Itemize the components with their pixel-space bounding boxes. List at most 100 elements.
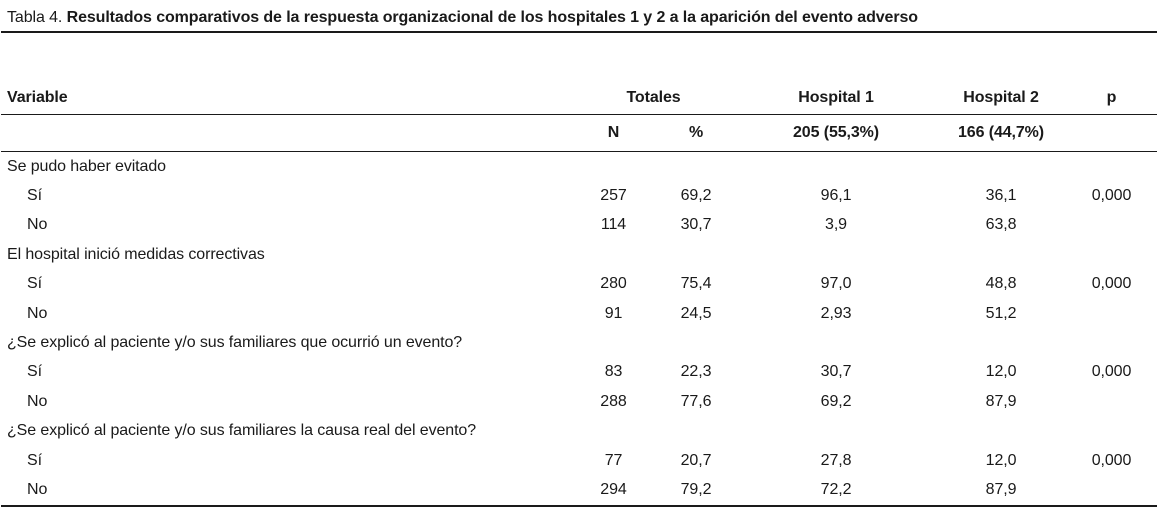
hospital2-cell [936,328,1066,357]
hospital2-cell: 36,1 [985,187,1017,205]
hospital2-cell: 51,2 [985,304,1017,322]
hospital1-cell: 2,93 [820,304,852,322]
subheader-pct: % [656,114,737,152]
group-label-cell: ¿Se explicó al paciente y/o sus familiar… [7,422,477,440]
subheader-empty [1,114,571,152]
table-caption-title: Resultados comparativos de la respuesta … [66,9,918,26]
table-caption: Tabla 4. Resultados comparativos de la r… [1,0,1157,33]
hospital1-cell: 96,1 [820,187,852,205]
pct-cell: 75,4 [680,275,712,293]
col-header-hospital2: Hospital 2 [936,33,1067,115]
hospital2-cell [936,240,1066,269]
hospital1-cell [736,152,936,182]
hospital1-cell: 72,2 [820,480,852,498]
hospital1-cell: 97,0 [820,275,852,293]
hospital1-cell [736,328,936,357]
pct-cell: 69,2 [680,187,712,205]
hospital1-cell: 27,8 [820,451,852,469]
table-row: Sí 257 69,2 96,1 36,1 0,000 [1,181,1157,210]
table-row: Sí 83 22,3 30,7 12,0 0,000 [1,358,1157,387]
group-label-cell: El hospital inició medidas correctivas [7,245,265,263]
p-cell: 0,000 [1091,187,1132,205]
table-row: Sí 280 75,4 97,0 48,8 0,000 [1,270,1157,299]
pct-cell [656,328,736,357]
n-cell [571,417,656,446]
p-cell [1066,475,1157,505]
p-cell [1066,387,1157,416]
table-row-group: Se pudo haber evitado [1,152,1157,182]
p-cell: 0,000 [1091,363,1132,381]
results-table: Variable Totales Hospital 1 Hospital 2 p… [1,33,1158,507]
row-label-cell: Sí [27,363,42,381]
pct-cell [656,152,736,182]
n-cell: 294 [600,480,627,498]
table-row-group: El hospital inició medidas correctivas [1,240,1157,269]
group-label-cell: Se pudo haber evitado [7,157,166,175]
row-label-cell: No [27,216,48,234]
col-header-p: p [1066,33,1158,115]
row-label-cell: Sí [27,187,42,205]
table-row-group: ¿Se explicó al paciente y/o sus familiar… [1,328,1157,357]
subheader-empty-p [1066,114,1158,152]
table-row: No 294 79,2 72,2 87,9 [1,475,1157,505]
p-cell [1066,299,1157,328]
n-cell [571,240,656,269]
group-label-cell: ¿Se explicó al paciente y/o sus familiar… [7,334,463,352]
pct-cell: 77,6 [680,392,712,410]
row-label-cell: No [27,304,48,322]
n-cell: 91 [604,304,623,322]
col-header-variable: Variable [1,33,571,115]
n-cell: 77 [604,451,623,469]
n-cell: 83 [604,363,623,381]
table-row: No 288 77,6 69,2 87,9 [1,387,1157,416]
pct-cell [656,417,736,446]
hospital2-cell: 12,0 [985,363,1017,381]
table-row: No 91 24,5 2,93 51,2 [1,299,1157,328]
table-subheader-row: N % 205 (55,3%) 166 (44,7%) [1,114,1158,152]
pct-cell: 20,7 [680,451,712,469]
n-cell [571,152,656,182]
n-cell [571,328,656,357]
hospital2-cell [936,152,1066,182]
hospital1-cell [736,417,936,446]
n-cell: 114 [600,216,627,234]
hospital1-cell [736,240,936,269]
pct-cell: 79,2 [680,480,712,498]
subheader-hospital2-total: 166 (44,7%) [936,114,1067,152]
subheader-n: N [571,114,656,152]
p-cell: 0,000 [1091,275,1132,293]
pct-cell [656,240,736,269]
pct-cell: 24,5 [680,304,712,322]
hospital2-cell: 87,9 [985,480,1017,498]
col-header-hospital1: Hospital 1 [736,33,937,115]
table-row: Sí 77 20,7 27,8 12,0 0,000 [1,446,1157,475]
n-cell: 280 [600,275,627,293]
hospital1-cell: 30,7 [820,363,852,381]
pct-cell: 30,7 [680,216,712,234]
table-row-group: ¿Se explicó al paciente y/o sus familiar… [1,417,1157,446]
p-cell [1066,211,1157,240]
hospital2-cell: 63,8 [985,216,1017,234]
hospital2-cell: 87,9 [985,392,1017,410]
hospital1-cell: 69,2 [820,392,852,410]
n-cell: 257 [600,187,627,205]
hospital2-cell: 48,8 [985,275,1017,293]
pct-cell: 22,3 [680,363,712,381]
hospital2-cell: 12,0 [985,451,1017,469]
row-label-cell: Sí [27,451,42,469]
col-header-totales: Totales [571,33,737,115]
row-label-cell: No [27,480,48,498]
table-caption-number: Tabla 4. [7,9,63,26]
hospital2-cell [936,417,1066,446]
row-label-cell: No [27,392,48,410]
table-row: No 114 30,7 3,9 63,8 [1,211,1157,240]
p-cell [1066,152,1157,182]
table-header-row: Variable Totales Hospital 1 Hospital 2 p [1,33,1158,115]
p-cell [1066,328,1157,357]
p-cell: 0,000 [1091,451,1132,469]
row-label-cell: Sí [27,275,42,293]
p-cell [1066,417,1157,446]
subheader-hospital1-total: 205 (55,3%) [736,114,937,152]
p-cell [1066,240,1157,269]
